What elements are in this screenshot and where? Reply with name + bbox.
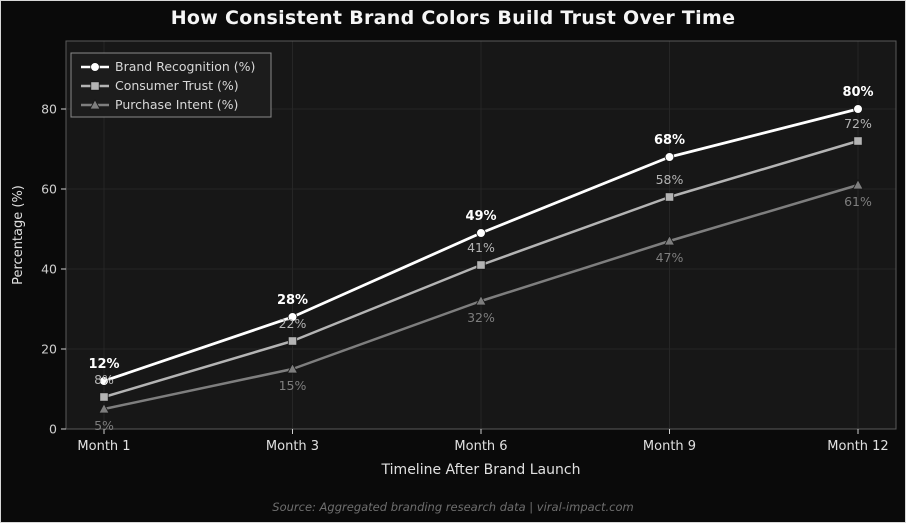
data-label: 5%	[94, 418, 114, 433]
data-label: 61%	[844, 194, 872, 209]
data-label: 80%	[842, 85, 873, 100]
legend-label: Consumer Trust (%)	[115, 78, 239, 93]
square-marker	[287, 336, 298, 346]
x-axis-label: Timeline After Brand Launch	[381, 462, 581, 478]
circle-marker	[287, 312, 298, 322]
x-tick-label: Month 9	[643, 439, 696, 454]
data-label: 41%	[467, 240, 495, 255]
y-axis-label: Percentage (%)	[11, 185, 26, 285]
x-tick-label: Month 3	[266, 439, 319, 454]
square-marker	[90, 81, 100, 91]
y-tick-label: 0	[49, 422, 57, 437]
x-tick-label: Month 6	[454, 439, 507, 454]
triangle-marker	[663, 234, 676, 246]
data-label: 8%	[94, 372, 114, 387]
circle-marker	[90, 62, 100, 72]
square-marker	[99, 392, 109, 402]
legend-label: Brand Recognition (%)	[115, 59, 255, 74]
square-marker	[853, 136, 863, 146]
triangle-marker	[286, 362, 299, 374]
circle-marker	[476, 228, 486, 238]
legend-label: Purchase Intent (%)	[115, 97, 238, 112]
chart-title: How Consistent Brand Colors Build Trust …	[170, 7, 736, 29]
data-label: 49%	[465, 209, 496, 224]
square-marker	[664, 192, 675, 202]
data-label: 72%	[844, 116, 872, 131]
source-caption: Source: Aggregated branding research dat…	[272, 500, 634, 514]
legend: Brand Recognition (%) Consumer Trust (%) P…	[70, 52, 272, 118]
triangle-marker	[89, 98, 101, 110]
data-label: 15%	[279, 378, 307, 393]
data-label: 32%	[467, 310, 495, 325]
x-tick-label: Month 12	[827, 439, 888, 454]
circle-marker	[664, 152, 675, 162]
data-label: 28%	[277, 293, 308, 308]
y-tick-label: 40	[41, 262, 57, 277]
circle-marker	[99, 376, 109, 386]
y-tick-label: 80	[41, 102, 57, 117]
x-tick-label: Month 1	[77, 439, 130, 454]
triangle-marker	[852, 178, 864, 190]
circle-marker	[853, 104, 863, 114]
triangle-marker	[98, 402, 110, 414]
y-tick-label: 20	[41, 342, 57, 357]
data-label: 47%	[656, 250, 684, 265]
data-label: 12%	[88, 357, 119, 372]
square-marker	[476, 260, 486, 270]
data-label: 68%	[654, 133, 685, 148]
triangle-marker	[475, 294, 487, 306]
data-label: 58%	[656, 172, 684, 187]
y-tick-label: 60	[41, 182, 57, 197]
data-label: 22%	[279, 316, 307, 331]
